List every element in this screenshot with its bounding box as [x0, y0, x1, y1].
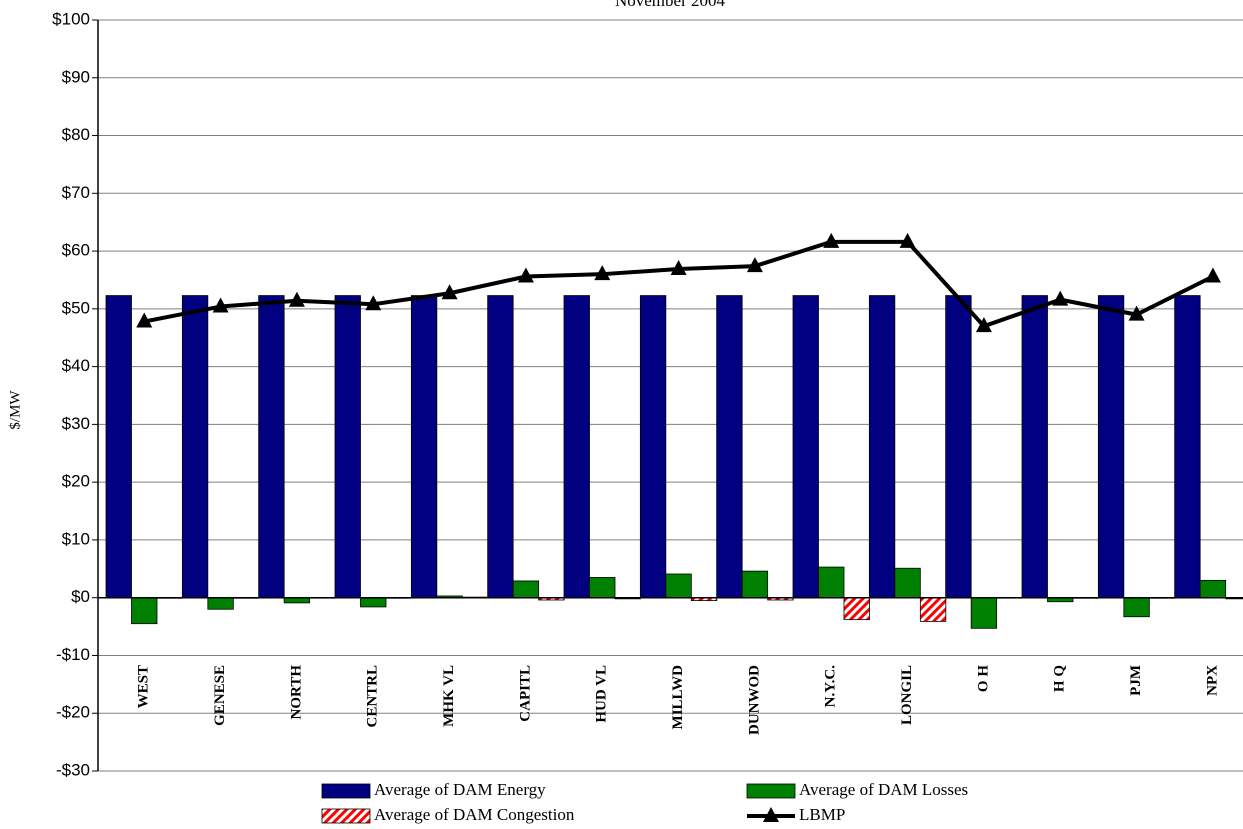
bar: [258, 295, 285, 599]
x-tick-label: LONGIL: [899, 665, 915, 725]
bar: [818, 566, 845, 599]
y-tick-label: $70: [62, 183, 90, 202]
bar: [563, 295, 590, 599]
line-marker: [517, 267, 534, 283]
bar: [945, 295, 972, 599]
line-marker: [1204, 267, 1221, 283]
x-tick-label: PJM: [1128, 665, 1144, 696]
y-tick-label: -$10: [56, 645, 90, 664]
bar: [589, 577, 616, 599]
bar: [207, 597, 234, 610]
y-tick-label: $40: [62, 356, 90, 375]
legend-swatch: [746, 783, 796, 799]
x-tick-label: MHK VL: [441, 665, 457, 727]
y-axis-label: $/MW: [7, 390, 23, 430]
legend-label: Average of DAM Energy: [374, 780, 546, 799]
line: [143, 239, 1214, 329]
y-tick-label: $50: [62, 298, 90, 317]
x-tick-label: H Q: [1052, 665, 1068, 692]
bar: [868, 295, 896, 599]
x-tick-label: WEST: [136, 665, 152, 708]
bar: [716, 295, 743, 599]
line-marker: [823, 232, 840, 248]
x-tick-label: O H: [975, 665, 991, 692]
bar: [665, 573, 692, 599]
bar: [639, 295, 667, 599]
legend-label: Average of DAM Congestion: [374, 805, 575, 824]
y-tick-label: $80: [62, 125, 90, 144]
y-tick-label: $20: [62, 472, 90, 491]
line-marker: [365, 295, 382, 311]
bar: [487, 295, 514, 599]
bar: [970, 597, 998, 629]
x-tick-label: HUD VL: [594, 665, 610, 723]
bar: [1021, 295, 1048, 599]
y-tick-label: $30: [62, 414, 90, 433]
bar: [131, 597, 158, 625]
line-marker: [288, 291, 305, 307]
x-tick-label: NPX: [1204, 665, 1220, 696]
line-marker: [212, 297, 229, 313]
x-tick-label: MILLWD: [670, 665, 686, 730]
line-marker: [899, 232, 916, 248]
y-tick-label: -$30: [56, 760, 90, 779]
x-tick-label: NORTH: [288, 665, 304, 720]
line-marker: [670, 259, 687, 275]
bar: [741, 570, 769, 599]
line-marker: [136, 312, 153, 328]
legend-label: LBMP: [799, 805, 845, 824]
legend-swatch: [321, 808, 371, 824]
line-marker: [594, 265, 611, 281]
bar: [512, 580, 540, 599]
x-tick-label: CENTRL: [365, 665, 381, 728]
x-tick-label: GENESE: [212, 665, 228, 726]
bar: [283, 597, 311, 604]
line-marker: [1128, 305, 1145, 321]
y-tick-label: $10: [62, 529, 90, 548]
y-tick-label: $60: [62, 241, 90, 260]
bar: [1097, 295, 1125, 599]
line-marker: [441, 284, 458, 300]
y-tick-label: $100: [52, 9, 90, 28]
bar: [105, 295, 132, 599]
chart-subtitle: November 2004: [615, 0, 726, 10]
line-marker: [1052, 290, 1069, 306]
line-marker: [746, 257, 763, 273]
x-tick-label: CAPITL: [517, 665, 533, 722]
bar: [1174, 295, 1201, 599]
y-tick-label: $0: [71, 587, 90, 606]
bar: [410, 295, 438, 599]
x-tick-label: DUNWOD: [746, 665, 762, 735]
legend-swatch: [321, 783, 371, 799]
bar: [360, 597, 387, 608]
line-marker: [975, 317, 992, 333]
bar: [1199, 579, 1227, 599]
bar: [181, 295, 209, 599]
bar: [792, 295, 819, 599]
bar: [334, 295, 361, 599]
y-tick-label: -$20: [56, 703, 90, 722]
y-tick-label: $90: [62, 67, 90, 86]
bar: [843, 597, 870, 621]
legend-label: Average of DAM Losses: [799, 780, 968, 799]
bar: [919, 597, 947, 622]
bar: [894, 567, 921, 599]
bar: [1123, 597, 1150, 618]
legend-swatch: [763, 807, 779, 822]
x-tick-label: N.Y.C.: [823, 665, 839, 708]
